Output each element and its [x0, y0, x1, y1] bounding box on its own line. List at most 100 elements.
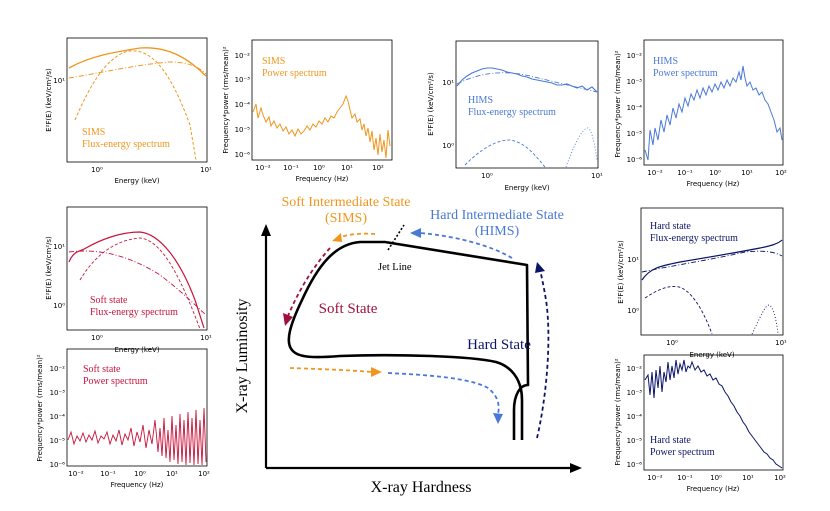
y-axis-label: X-ray Luminosity: [234, 298, 251, 413]
y-tick: 10⁻⁶: [50, 461, 66, 469]
panel-label-line2: Flux-energy spectrum: [650, 233, 738, 244]
x-axis-label: Frequency (Hz): [111, 481, 164, 489]
y-tick: 10⁻⁶: [627, 461, 643, 469]
hard-power-panel: Hard state Power spectrum 10⁻² 10⁻¹ 10⁰ …: [614, 354, 786, 493]
x-tick: 10¹: [341, 164, 353, 172]
panel-label-line2: Flux-energy spectrum: [82, 139, 170, 150]
x-tick: 10¹: [200, 334, 212, 342]
sims-arrow-top-head: [332, 233, 342, 242]
y-tick: 10⁻⁵: [627, 130, 643, 138]
reflection-component-curve: [565, 127, 598, 168]
x-tick: 10¹: [742, 474, 754, 482]
panel-label-line1: SIMS: [82, 127, 105, 138]
reflection-component-curve: [751, 304, 779, 335]
y-tick: 10⁻⁴: [627, 104, 643, 112]
disc-component-curve: [74, 50, 197, 161]
soft-state-arrow-head: [283, 313, 293, 326]
y-tick: 10⁻⁶: [235, 151, 251, 159]
y-axis-label: E²F(E) (keV/cm²/s): [427, 72, 435, 136]
x-axis-label: Frequency (Hz): [687, 485, 740, 493]
power-spectrum-trace: [252, 94, 391, 159]
powerlaw-component-curve: [68, 250, 207, 316]
total-model-curve: [641, 250, 783, 273]
data-trace: [641, 239, 783, 281]
panel-frame: [66, 348, 208, 467]
x-tick: 10⁻²: [255, 164, 271, 172]
panel-label-line2: Power spectrum: [650, 447, 715, 458]
x-tick: 10¹: [591, 172, 603, 180]
x-axis-label: Energy (keV): [114, 346, 159, 354]
x-tick: 10²: [775, 169, 787, 177]
hard-flux-panel: Hard state Flux-energy spectrum 10⁰ 10¹ …: [617, 207, 787, 359]
panel-label-line1: HIMS: [468, 95, 493, 106]
panel-label-line1: Soft state: [83, 364, 121, 375]
y-tick: 10⁻³: [50, 389, 66, 397]
y-axis-label: Frequency*power (rms/mean)²: [614, 50, 622, 157]
powerlaw-component-curve: [68, 61, 207, 79]
y-tick: 10⁰: [442, 142, 454, 150]
hard-state-arrow-head: [535, 262, 545, 273]
y-tick: 10¹: [53, 77, 65, 85]
x-axis-label: Frequency (Hz): [296, 175, 349, 183]
x-axis-label: Frequency (Hz): [687, 180, 740, 188]
panel-frame: [66, 206, 208, 331]
hims-arrow-bottom-head: [493, 413, 503, 424]
sims-title-line1: Soft Intermediate State: [281, 195, 410, 210]
y-axis-label: E²F(E) (keV/cm²/s): [617, 240, 625, 304]
sims-arrow-bottom-head: [371, 367, 382, 377]
x-tick: 10¹: [775, 339, 787, 347]
soft-state-label: Soft State: [319, 301, 378, 317]
panel-frame: [251, 39, 393, 161]
y-axis-label: Frequency*power (rms/mean)²: [222, 46, 230, 153]
hims-power-panel: HIMS Power spectrum 10⁻² 10⁻¹ 10⁰ 10¹ 10…: [614, 39, 787, 188]
x-axis-label: Energy (keV): [504, 184, 549, 192]
x-axis-label: Energy (keV): [114, 177, 159, 185]
soft-flux-panel: Soft state Flux-energy spectrum 10⁰ 10¹ …: [45, 206, 212, 354]
total-model-curve: [68, 47, 207, 77]
panel-label-line1: Soft state: [90, 295, 128, 306]
y-tick: 10⁻⁵: [627, 437, 643, 445]
disc-component-curve: [79, 237, 201, 330]
panel-frame: [455, 40, 599, 169]
sims-flux-panel: SIMS Flux-energy spectrum 10⁰ 10¹ 10¹ En…: [45, 37, 212, 185]
panel-frame: [643, 354, 784, 471]
panel-frame: [640, 207, 784, 336]
x-tick: 10¹: [166, 470, 178, 478]
x-axis-label: X-ray Hardness: [371, 479, 472, 496]
x-tick: 10⁰: [666, 339, 678, 347]
q-track-curve: [287, 240, 530, 440]
x-tick: 10⁰: [313, 164, 325, 172]
x-tick: 10⁻²: [647, 169, 663, 177]
y-axis-label: Frequency*power (rms/mean)²: [614, 358, 622, 465]
x-tick: 10²: [774, 474, 786, 482]
x-tick: 10²: [372, 164, 384, 172]
x-tick: 10⁻¹: [283, 164, 299, 172]
panel-label-line1: Hard state: [650, 221, 691, 232]
x-tick: 10⁰: [91, 334, 103, 342]
y-tick: 10⁻⁴: [235, 101, 251, 109]
y-tick: 10⁻²: [235, 52, 251, 60]
sims-title-line2: (SIMS): [325, 211, 367, 226]
panel-label-line1: Hard state: [650, 435, 691, 446]
x-tick: 10⁰: [710, 474, 722, 482]
hid-diagram: X-ray Hardness X-ray Luminosity Jet Line…: [234, 195, 582, 496]
y-tick: 10¹: [627, 256, 639, 264]
panel-label-line2: Power spectrum: [83, 376, 148, 387]
power-spectrum-trace: [644, 65, 783, 161]
hims-title-line2: (HIMS): [475, 224, 520, 239]
panel-label-line1: SIMS: [262, 56, 285, 67]
soft-power-panel: Soft state Power spectrum 10⁻² 10⁻¹ 10⁰ …: [36, 348, 210, 489]
x-tick: 10⁻¹: [677, 474, 693, 482]
panel-label-line2: Power spectrum: [653, 68, 718, 79]
panel-label-line2: Flux-energy spectrum: [90, 307, 178, 318]
panel-frame: [643, 39, 784, 166]
hard-state-label: Hard State: [467, 337, 531, 353]
sims-power-panel: SIMS Power spectrum 10⁻² 10⁻¹ 10⁰ 10¹ 10…: [222, 39, 393, 183]
y-tick: 10¹: [442, 79, 454, 87]
x-tick: 10⁰: [709, 169, 721, 177]
disc-component-curve: [464, 139, 546, 168]
diagram-x-axis-arrow: [570, 463, 582, 473]
y-tick: 10⁻⁶: [627, 156, 643, 164]
data-trace: [456, 67, 598, 93]
